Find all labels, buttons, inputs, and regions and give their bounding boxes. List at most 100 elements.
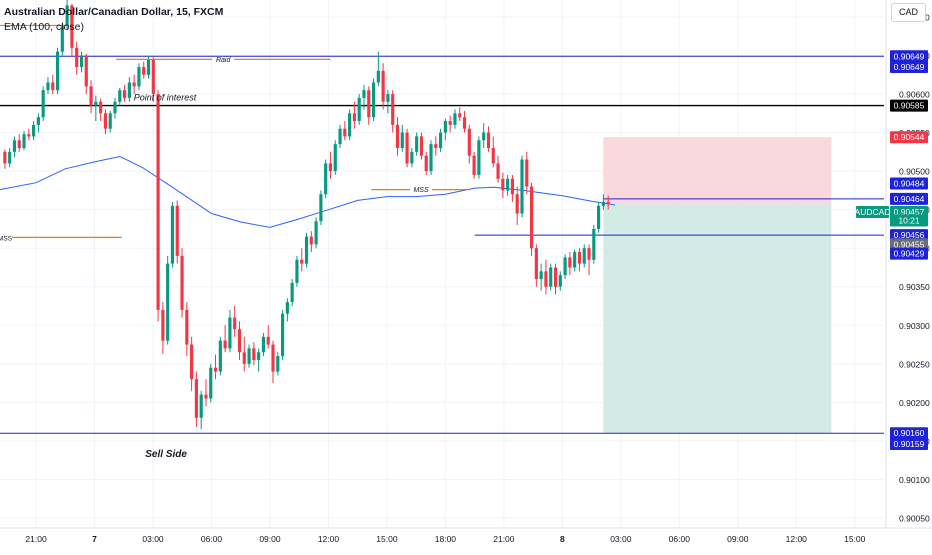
candle-body bbox=[156, 94, 160, 310]
candle bbox=[132, 74, 136, 95]
candle bbox=[506, 174, 510, 196]
candle bbox=[549, 263, 553, 291]
candle-body bbox=[324, 163, 328, 195]
candle bbox=[185, 302, 189, 357]
price-label-box bbox=[890, 99, 928, 112]
candle-body bbox=[352, 113, 356, 122]
candle bbox=[582, 244, 586, 268]
candle bbox=[405, 128, 409, 168]
candle-body bbox=[22, 134, 26, 148]
currency-button[interactable]: CAD bbox=[891, 3, 926, 22]
price-tick-label: 0.90300 bbox=[899, 321, 930, 331]
candle bbox=[525, 151, 529, 195]
time-tick-label: 7 bbox=[92, 534, 97, 544]
candle-body bbox=[592, 228, 596, 260]
price-label-box bbox=[890, 427, 928, 440]
candle-body bbox=[482, 132, 486, 141]
candle-body bbox=[223, 340, 227, 349]
candle-body bbox=[553, 267, 558, 287]
price-label-text: 0.90429 bbox=[894, 249, 925, 259]
price-label-box bbox=[890, 229, 928, 242]
candle-body bbox=[132, 82, 136, 87]
candle bbox=[314, 217, 318, 249]
candle bbox=[424, 151, 428, 175]
candle-body bbox=[419, 136, 424, 156]
candle bbox=[362, 84, 366, 110]
candle-body bbox=[190, 344, 194, 380]
price-label-box bbox=[890, 214, 928, 227]
candle bbox=[597, 201, 601, 233]
candle-body bbox=[477, 140, 481, 175]
candle bbox=[142, 61, 146, 79]
candle-body bbox=[333, 144, 337, 172]
price-tick-label: 0.90600 bbox=[899, 90, 930, 100]
time-tick-label: 09:00 bbox=[259, 534, 281, 544]
candle-body bbox=[563, 257, 567, 276]
candle bbox=[328, 151, 333, 179]
candle-body bbox=[281, 313, 285, 357]
candle bbox=[8, 147, 12, 168]
candle bbox=[257, 348, 261, 372]
candle-body bbox=[12, 140, 17, 152]
candle bbox=[376, 51, 380, 87]
candle bbox=[108, 110, 112, 133]
annotation-label: Point of interest bbox=[134, 93, 197, 103]
candle bbox=[233, 306, 237, 337]
candle-body bbox=[84, 55, 88, 87]
candle bbox=[467, 124, 471, 164]
candle bbox=[458, 107, 462, 122]
candle bbox=[281, 309, 285, 360]
candle-body bbox=[261, 336, 266, 353]
candle-body bbox=[252, 348, 256, 360]
candle bbox=[180, 248, 184, 318]
candle-body bbox=[496, 163, 500, 179]
candle bbox=[46, 77, 50, 95]
candle-body bbox=[529, 186, 534, 249]
candle-body bbox=[415, 136, 419, 152]
candle bbox=[587, 244, 591, 276]
candle bbox=[352, 101, 356, 129]
candle-body bbox=[357, 97, 361, 122]
price-tick-label: 0.90350 bbox=[899, 282, 930, 292]
candle-body bbox=[309, 236, 313, 245]
candle-body bbox=[79, 55, 84, 68]
candle bbox=[156, 90, 160, 322]
candle-body bbox=[410, 151, 414, 164]
candle-body bbox=[362, 90, 366, 98]
time-tick-label: 06:00 bbox=[201, 534, 223, 544]
candle-body bbox=[27, 134, 31, 137]
candle bbox=[367, 86, 371, 125]
price-label-text: 0.90649 bbox=[894, 62, 925, 72]
candle-body bbox=[467, 128, 471, 156]
candle-body bbox=[89, 86, 93, 106]
candle bbox=[27, 128, 31, 141]
candle bbox=[448, 115, 452, 133]
price-label-text: 0.90649 bbox=[894, 51, 925, 61]
indicator-label[interactable]: EMA (100, close) bbox=[4, 21, 84, 33]
time-tick-label: 12:00 bbox=[786, 534, 808, 544]
candle bbox=[371, 78, 376, 122]
price-label-box bbox=[890, 61, 928, 74]
candle bbox=[271, 340, 275, 384]
price-label-text: 0.90455 bbox=[894, 239, 925, 249]
candle-body bbox=[606, 201, 610, 205]
candle bbox=[51, 74, 55, 95]
candle bbox=[94, 95, 98, 122]
candle bbox=[472, 151, 476, 179]
candle bbox=[137, 63, 141, 91]
candle-body bbox=[180, 255, 184, 310]
candle bbox=[491, 136, 495, 168]
candle-body bbox=[32, 124, 36, 137]
candle-body bbox=[290, 282, 294, 303]
candle-body bbox=[276, 356, 280, 372]
symbol-title: Australian Dollar/Canadian Dollar, 15, F… bbox=[4, 6, 224, 18]
price-label-text: 0.90484 bbox=[894, 178, 925, 188]
candle-body bbox=[429, 144, 433, 172]
candle-body bbox=[65, 5, 69, 27]
candle-body bbox=[266, 336, 270, 345]
time-tick-label: 06:00 bbox=[669, 534, 691, 544]
candle bbox=[343, 121, 347, 141]
annotation-label: MSS bbox=[0, 235, 13, 242]
